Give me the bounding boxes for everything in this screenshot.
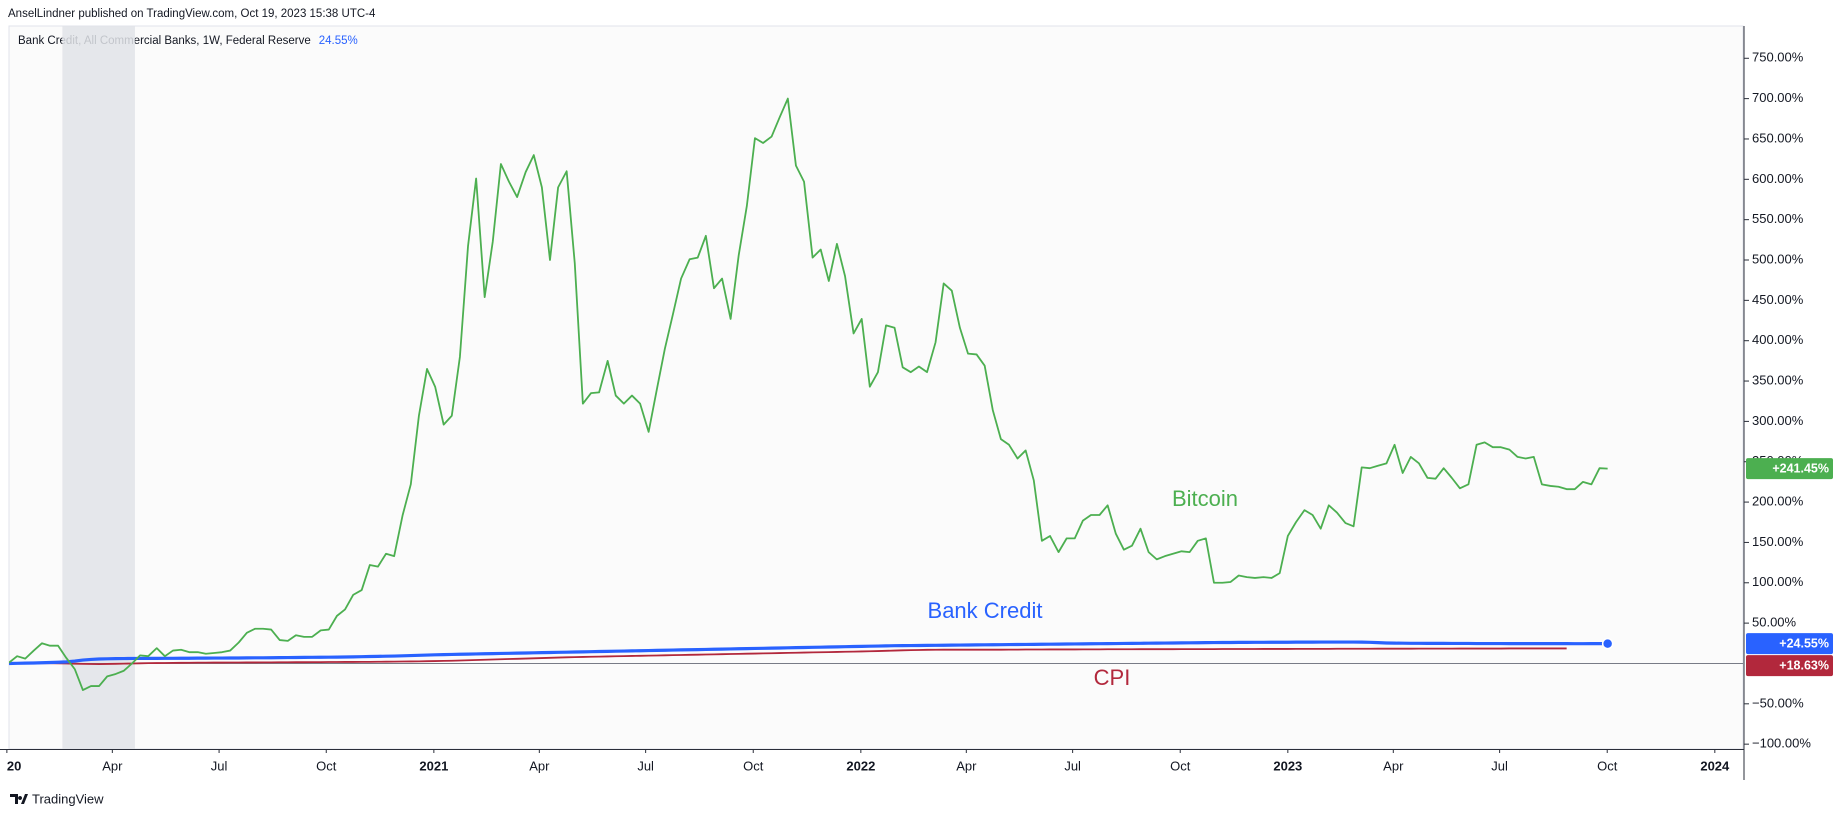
x-tick-label: 20	[7, 758, 21, 773]
price-badge-label: +18.63%	[1779, 658, 1829, 672]
x-tick-label: Jul	[637, 758, 654, 773]
price-badge-label: +241.45%	[1772, 461, 1829, 475]
price-badge-label: +24.55%	[1779, 636, 1829, 650]
plot-layer	[9, 26, 1743, 749]
y-tick-label: 500.00%	[1752, 251, 1804, 266]
price-badge	[1746, 655, 1833, 677]
y-tick-label: 150.00%	[1752, 534, 1804, 549]
plot-area	[8, 25, 1744, 750]
x-tick-label: 2024	[1700, 758, 1730, 773]
y-tick-label: 600.00%	[1752, 171, 1804, 186]
x-tick-label: Jul	[1064, 758, 1081, 773]
x-tick-label: 2021	[419, 758, 448, 773]
x-tick-label: Oct	[1170, 758, 1191, 773]
x-tick-label: 2023	[1273, 758, 1302, 773]
series-annotation: Bank Credit	[928, 598, 1043, 623]
price-badge	[1746, 458, 1833, 480]
footer-brand: TradingView	[32, 791, 104, 806]
x-tick-label: Apr	[102, 758, 123, 773]
legend-title: Bank Credit, All Commercial Banks, 1W, F…	[18, 35, 311, 47]
series-line	[9, 640, 1608, 666]
y-tick-label: 100.00%	[1752, 574, 1804, 589]
series-line	[9, 97, 1608, 691]
series-line	[9, 647, 1567, 666]
x-tick-label: Apr	[1383, 758, 1404, 773]
x-tick-label: Apr	[529, 758, 550, 773]
y-tick-label: −50.00%	[1752, 695, 1804, 710]
publisher-note: AnselLindner published on TradingView.co…	[8, 8, 376, 20]
y-tick-label: 700.00%	[1752, 90, 1804, 105]
x-tick-label: Jul	[211, 758, 228, 773]
end-marker	[1601, 637, 1614, 650]
price-badge	[1746, 633, 1833, 655]
y-tick-label: 650.00%	[1752, 130, 1804, 145]
y-tick-label: 300.00%	[1752, 413, 1804, 428]
logo-icon	[10, 794, 28, 804]
series-annotation: CPI	[1094, 665, 1131, 690]
x-tick-label: Oct	[1597, 758, 1618, 773]
shaded-range	[62, 26, 135, 749]
series-annotation: Bitcoin	[1172, 486, 1238, 511]
y-tick-label: 350.00%	[1752, 372, 1804, 387]
x-tick-label: 2022	[846, 758, 875, 773]
legend-value: 24.55%	[319, 35, 358, 47]
y-tick-label: −100.00%	[1752, 736, 1811, 751]
y-tick-label: 200.00%	[1752, 494, 1804, 509]
y-tick-label: 450.00%	[1752, 292, 1804, 307]
footer-logo	[10, 794, 28, 804]
x-tick-label: Oct	[743, 758, 764, 773]
x-tick-label: Oct	[316, 758, 337, 773]
y-tick-label: 750.00%	[1752, 50, 1804, 65]
x-tick-label: Jul	[1491, 758, 1508, 773]
y-tick-label: 550.00%	[1752, 211, 1804, 226]
y-tick-label: 50.00%	[1752, 615, 1797, 630]
y-tick-label: 400.00%	[1752, 332, 1804, 347]
x-tick-label: Apr	[956, 758, 977, 773]
